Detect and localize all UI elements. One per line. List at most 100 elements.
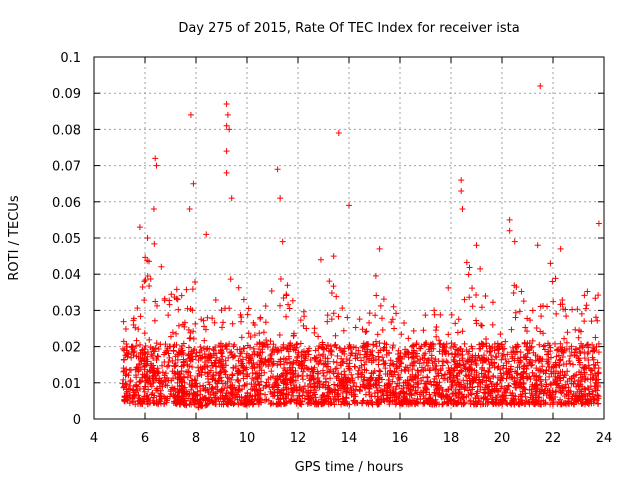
data-point bbox=[433, 373, 440, 380]
data-point bbox=[432, 327, 439, 334]
data-point bbox=[403, 350, 410, 357]
data-point bbox=[287, 376, 294, 383]
data-point bbox=[501, 345, 508, 352]
data-point bbox=[555, 352, 562, 359]
data-point bbox=[129, 386, 136, 393]
data-point bbox=[274, 166, 281, 173]
data-point bbox=[398, 331, 405, 338]
data-point bbox=[408, 354, 415, 361]
data-point bbox=[437, 367, 444, 374]
data-point bbox=[493, 354, 500, 361]
data-point bbox=[479, 378, 486, 385]
data-point bbox=[572, 392, 579, 399]
data-point bbox=[314, 374, 321, 381]
data-point bbox=[529, 307, 536, 314]
data-point bbox=[139, 355, 146, 362]
data-point bbox=[208, 359, 215, 366]
data-point bbox=[366, 378, 373, 385]
data-point bbox=[380, 296, 387, 303]
data-point bbox=[319, 339, 326, 346]
data-point bbox=[219, 380, 226, 387]
data-point bbox=[217, 389, 224, 396]
data-point bbox=[441, 371, 448, 378]
data-point bbox=[306, 396, 313, 403]
data-point bbox=[440, 344, 447, 351]
data-point bbox=[319, 353, 326, 360]
data-point bbox=[262, 319, 269, 326]
data-point bbox=[251, 351, 258, 358]
data-point bbox=[386, 397, 393, 404]
data-point bbox=[509, 344, 516, 351]
data-point bbox=[284, 282, 291, 289]
data-point bbox=[415, 372, 422, 379]
data-point bbox=[346, 367, 353, 374]
data-point bbox=[346, 357, 353, 364]
data-point bbox=[514, 355, 521, 362]
data-point bbox=[560, 361, 567, 368]
data-point bbox=[592, 314, 599, 321]
data-point bbox=[480, 356, 487, 363]
data-point bbox=[557, 356, 564, 363]
data-point bbox=[558, 389, 565, 396]
data-point bbox=[190, 328, 197, 335]
data-point bbox=[303, 325, 310, 332]
data-point bbox=[550, 379, 557, 386]
data-point bbox=[314, 401, 321, 408]
data-point bbox=[499, 392, 506, 399]
data-point bbox=[170, 398, 177, 405]
data-point bbox=[354, 354, 361, 361]
data-point bbox=[568, 380, 575, 387]
data-point bbox=[296, 393, 303, 400]
data-point bbox=[517, 349, 524, 356]
data-point bbox=[273, 382, 280, 389]
data-point bbox=[533, 365, 540, 372]
data-point bbox=[152, 298, 159, 305]
x-tick-labels: 4 6 8 10 12 14 16 18 20 22 24 bbox=[90, 431, 612, 446]
data-point bbox=[591, 383, 598, 390]
data-point bbox=[284, 379, 291, 386]
data-point bbox=[503, 360, 510, 367]
data-point bbox=[522, 393, 529, 400]
data-point bbox=[293, 400, 300, 407]
data-point bbox=[568, 375, 575, 382]
data-point bbox=[547, 344, 554, 351]
data-point bbox=[588, 367, 595, 374]
data-point bbox=[178, 292, 185, 299]
data-point bbox=[431, 389, 438, 396]
data-point bbox=[133, 364, 140, 371]
data-point bbox=[581, 369, 588, 376]
data-point bbox=[162, 382, 169, 389]
data-point bbox=[340, 348, 347, 355]
data-point bbox=[460, 401, 467, 408]
data-point bbox=[251, 396, 258, 403]
data-point bbox=[537, 328, 544, 335]
data-point bbox=[186, 206, 193, 213]
data-point bbox=[283, 291, 290, 298]
data-point bbox=[174, 296, 181, 303]
data-point bbox=[516, 401, 523, 408]
data-point bbox=[257, 349, 264, 356]
data-point bbox=[578, 310, 585, 317]
data-point bbox=[381, 398, 388, 405]
data-point bbox=[128, 344, 135, 351]
data-point bbox=[287, 367, 294, 374]
data-point bbox=[243, 350, 250, 357]
data-point bbox=[238, 334, 245, 341]
data-point bbox=[301, 357, 308, 364]
data-point bbox=[564, 378, 571, 385]
data-point bbox=[585, 362, 592, 369]
data-point bbox=[445, 284, 452, 291]
y-tick-label: 0.05 bbox=[52, 232, 81, 247]
data-point bbox=[532, 357, 539, 364]
data-point bbox=[550, 401, 557, 408]
data-point bbox=[420, 389, 427, 396]
data-point bbox=[550, 391, 557, 398]
data-point bbox=[343, 386, 350, 393]
data-point bbox=[522, 324, 529, 331]
data-point bbox=[418, 377, 425, 384]
data-point bbox=[542, 399, 549, 406]
data-point bbox=[370, 355, 377, 362]
data-point bbox=[323, 393, 330, 400]
data-point bbox=[325, 401, 332, 408]
